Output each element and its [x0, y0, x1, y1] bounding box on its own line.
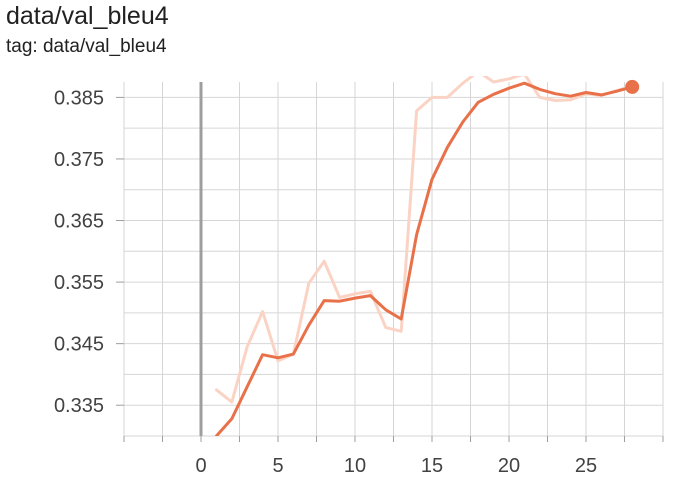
series-group — [214, 76, 634, 436]
y-tick-label: 0.345 — [54, 334, 104, 356]
axes — [116, 82, 664, 442]
series — [214, 76, 640, 436]
x-tick-label: 15 — [421, 455, 443, 477]
smoothed-series-line — [214, 81, 634, 436]
tick-labels: 0.335 0.345 0.355 0.365 0.375 0.385 0 5 10 15 20 25 — [54, 87, 597, 477]
y-tick-label: 0.335 — [54, 395, 104, 417]
y-tick-label: 0.375 — [54, 149, 104, 171]
y-tick-label: 0.385 — [54, 87, 104, 109]
x-tick-label: 25 — [575, 455, 597, 477]
x-tick-label: 0 — [195, 455, 206, 477]
y-tick-label: 0.355 — [54, 272, 104, 294]
x-tick-label: 20 — [498, 455, 520, 477]
grid — [123, 82, 664, 436]
last-point-marker — [625, 79, 640, 94]
raw-series-line — [214, 76, 634, 404]
x-tick-label: 5 — [272, 455, 283, 477]
x-tick-label: 10 — [344, 455, 366, 477]
chart-title: data/val_bleu4 — [6, 2, 169, 30]
chart-subtitle: tag: data/val_bleu4 — [6, 36, 167, 57]
y-tick-label: 0.365 — [54, 211, 104, 233]
